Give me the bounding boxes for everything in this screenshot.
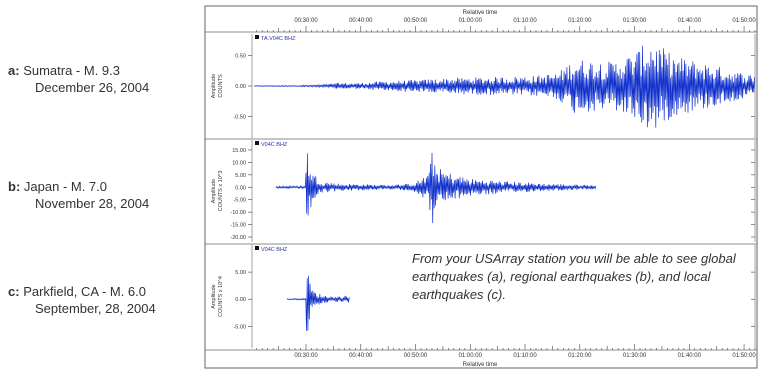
y-tick-label: -10.00	[230, 210, 246, 216]
y-tick-label: 0.50	[235, 53, 246, 59]
label-text: Japan - M. 7.0	[23, 179, 108, 194]
x-tick-label-top: 01:30:00	[623, 18, 647, 24]
station-label: TA.V04C BHZ	[261, 36, 296, 42]
earthquake-labels: a: Sumatra - M. 9.3 December 26, 2004 b:…	[0, 0, 200, 373]
label-parkfield: c: Parkfield, CA - M. 6.0 September, 28,…	[8, 283, 156, 317]
label-sumatra: a: Sumatra - M. 9.3 December 26, 2004	[8, 62, 149, 96]
x-tick-label-bottom: 00:50:00	[404, 353, 428, 359]
y-axis-label: AmplitudeCOUNTS x 10^4	[211, 276, 224, 317]
x-tick-label-top: 01:20:00	[568, 18, 592, 24]
label-text: Sumatra - M. 9.3	[23, 63, 120, 78]
x-tick-label-bottom: 01:30:00	[623, 353, 647, 359]
x-tick-label-bottom: 01:10:00	[513, 353, 537, 359]
y-tick-label: 10.00	[232, 160, 246, 166]
station-marker	[255, 246, 259, 250]
y-tick-label: 5.00	[235, 173, 246, 179]
y-tick-label: -5.00	[233, 324, 246, 330]
y-tick-label: -5.00	[233, 198, 246, 204]
x-tick-label-top: 00:30:00	[294, 18, 318, 24]
label-japan: b: Japan - M. 7.0 November 28, 2004	[8, 178, 149, 212]
x-axis-label-top: Relative time	[463, 10, 498, 16]
y-axis-label: AmplitudeCOUNTS	[211, 74, 224, 98]
y-axis-label: AmplitudeCOUNTS x 10^3	[211, 171, 224, 212]
label-tag: b:	[8, 179, 21, 194]
label-text: Parkfield, CA - M. 6.0	[23, 284, 147, 299]
station-marker	[255, 141, 259, 145]
x-tick-label-top: 00:40:00	[349, 18, 373, 24]
y-tick-label: 0.00	[235, 185, 246, 191]
x-tick-label-bottom: 00:30:00	[294, 353, 318, 359]
x-axis-label-bottom: Relative time	[463, 362, 498, 368]
label-date: November 28, 2004	[35, 196, 150, 211]
x-tick-label-top: 01:10:00	[513, 18, 537, 24]
label-tag: a:	[8, 63, 20, 78]
y-axis-label-line: Amplitude	[211, 284, 217, 308]
station-label: V04C BHZ	[261, 142, 288, 148]
x-tick-label-bottom: 01:50:00	[732, 353, 756, 359]
seismic-trace-b	[275, 152, 597, 224]
station-marker	[255, 35, 259, 39]
x-tick-label-bottom: 01:20:00	[568, 353, 592, 359]
y-axis-label-line: COUNTS x 10^4	[218, 276, 224, 317]
label-date: December 26, 2004	[35, 80, 150, 95]
x-tick-label-top: 01:40:00	[678, 18, 702, 24]
caption-text: From your USArray station you will be ab…	[412, 251, 736, 302]
y-axis-label-line: Amplitude	[211, 74, 217, 98]
y-axis-label-line: COUNTS	[218, 74, 224, 98]
label-tag: c:	[8, 284, 20, 299]
y-tick-label: 15.00	[232, 148, 246, 154]
station-label: V04C BHZ	[261, 247, 288, 253]
y-tick-label: 0.00	[235, 297, 246, 303]
seismic-trace-a	[253, 45, 755, 128]
y-tick-label: -15.00	[230, 223, 246, 229]
x-tick-label-bottom: 00:40:00	[349, 353, 373, 359]
y-axis-label-line: COUNTS x 10^3	[218, 171, 224, 212]
y-tick-label: -0.50	[233, 115, 246, 121]
x-tick-label-bottom: 01:00:00	[459, 353, 483, 359]
x-tick-label-bottom: 01:40:00	[678, 353, 702, 359]
y-tick-label: 0.00	[235, 84, 246, 90]
x-tick-label-top: 01:50:00	[732, 18, 756, 24]
seismic-trace-c	[286, 275, 350, 332]
y-tick-label: -20.00	[230, 235, 246, 241]
label-date: September, 28, 2004	[35, 301, 156, 316]
x-tick-label-top: 01:00:00	[459, 18, 483, 24]
y-tick-label: 5.00	[235, 270, 246, 276]
x-tick-label-top: 00:50:00	[404, 18, 428, 24]
y-axis-label-line: Amplitude	[211, 179, 217, 203]
